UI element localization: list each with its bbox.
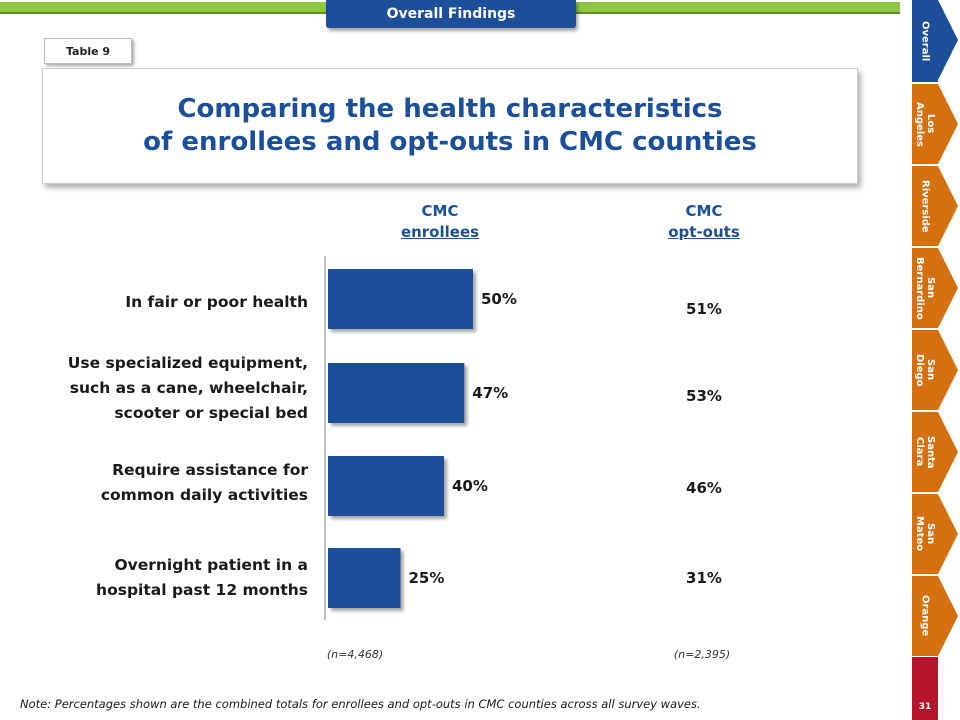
tab-arrow: [938, 166, 958, 246]
row-label-overnight-patient: Overnight patient in a hospital past 12 …: [18, 553, 308, 603]
sidebar-tab-label: Santa Clara: [914, 435, 936, 469]
optouts-sample-size: (n=2,395): [673, 648, 731, 661]
tab-arrow: [938, 248, 958, 328]
optouts-header-line1: CMC: [685, 202, 723, 220]
sidebar-tab-san-mateo[interactable]: San Mateo: [912, 494, 958, 574]
enrollees-header-line2: enrollees: [400, 223, 480, 241]
enrollee-bar: [328, 548, 401, 608]
sidebar-tab-san-bernardino[interactable]: San Bernardino: [912, 248, 958, 328]
sidebar-tab-label: Overall: [919, 20, 931, 62]
optout-value: 31%: [686, 569, 722, 587]
sidebar-tab-label: San Mateo: [914, 516, 936, 552]
tab-arrow: [938, 494, 958, 574]
page-number-box: 31: [912, 657, 938, 720]
row-label-line: common daily activities: [100, 486, 308, 504]
tab-arrow: [938, 576, 958, 656]
enrollees-header-line1: CMC: [421, 202, 459, 220]
sidebar-tab-label: Los Angeles: [914, 101, 936, 147]
sidebar-tab-label: San Diego: [914, 353, 936, 387]
sidebar-tab-santa-clara[interactable]: Santa Clara: [912, 412, 958, 492]
section-banner: Overall Findings: [326, 0, 576, 28]
optout-value: 46%: [686, 479, 722, 497]
sidebar-tab-label: Orange: [919, 595, 931, 637]
enrollee-bar: [328, 269, 473, 329]
sidebar-tab-label: San Bernardino: [914, 256, 936, 320]
optouts-header-line2: opt-outs: [668, 223, 740, 241]
enrollees-sample-size: (n=4,468): [326, 648, 384, 661]
row-label-line: Overnight patient in a: [114, 556, 308, 574]
optouts-column-header: CMC opt-outs: [634, 201, 774, 243]
county-sidebar: Overall Los Angeles Riverside San Bernar…: [912, 0, 960, 720]
row-label-daily-assistance: Require assistance for common daily acti…: [18, 458, 308, 508]
enrollee-bar: [328, 363, 465, 423]
table-tag: Table 9: [44, 38, 132, 64]
row-label-fair-poor-health: In fair or poor health: [18, 290, 308, 315]
tab-arrow: [938, 84, 958, 164]
row-label-specialized-equipment: Use specialized equipment, such as a can…: [18, 351, 308, 426]
enrollees-column-header: CMC enrollees: [370, 201, 510, 243]
optout-value: 51%: [686, 300, 722, 318]
enrollee-bar-label: 50%: [481, 290, 517, 308]
enrollee-bar: [328, 456, 444, 516]
title-line-2: of enrollees and opt-outs in CMC countie…: [143, 127, 757, 157]
sidebar-tab-los-angeles[interactable]: Los Angeles: [912, 84, 958, 164]
tab-arrow: [938, 330, 958, 410]
enrollee-bar-label: 25%: [409, 569, 445, 587]
sidebar-tab-overall[interactable]: Overall: [912, 0, 958, 82]
row-label-line: Require assistance for: [112, 461, 308, 479]
row-label-line: such as a cane, wheelchair,: [69, 379, 308, 397]
optout-value: 53%: [686, 387, 722, 405]
sidebar-tab-san-diego[interactable]: San Diego: [912, 330, 958, 410]
row-label-line: hospital past 12 months: [96, 581, 308, 599]
sidebar-tab-riverside[interactable]: Riverside: [912, 166, 958, 246]
enrollee-bar-label: 40%: [452, 477, 488, 495]
sidebar-tab-orange[interactable]: Orange: [912, 576, 958, 656]
sidebar-tab-label: Riverside: [919, 179, 931, 233]
title-line-1: Comparing the health characteristics: [177, 94, 723, 124]
enrollee-bar-label: 47%: [472, 384, 508, 402]
row-label-line: In fair or poor health: [125, 293, 308, 311]
tab-arrow: [938, 0, 958, 80]
row-label-line: scooter or special bed: [114, 404, 308, 422]
footnote: Note: Percentages shown are the combined…: [20, 697, 701, 711]
row-label-line: Use specialized equipment,: [67, 354, 308, 372]
page-number: 31: [918, 702, 932, 712]
title-box: Comparing the health characteristics of …: [42, 68, 858, 184]
tab-arrow: [938, 412, 958, 492]
